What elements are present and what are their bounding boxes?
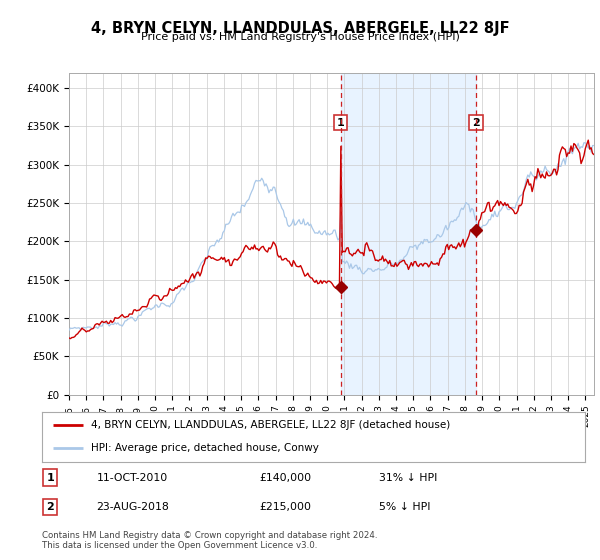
Text: 1: 1	[337, 118, 344, 128]
Text: 2: 2	[472, 118, 480, 128]
Text: 31% ↓ HPI: 31% ↓ HPI	[379, 473, 437, 483]
Text: 1: 1	[46, 473, 54, 483]
Text: HPI: Average price, detached house, Conwy: HPI: Average price, detached house, Conw…	[91, 444, 319, 454]
Text: £140,000: £140,000	[259, 473, 311, 483]
Text: 4, BRYN CELYN, LLANDDULAS, ABERGELE, LL22 8JF (detached house): 4, BRYN CELYN, LLANDDULAS, ABERGELE, LL2…	[91, 420, 450, 430]
Text: 11-OCT-2010: 11-OCT-2010	[97, 473, 167, 483]
Text: This data is licensed under the Open Government Licence v3.0.: This data is licensed under the Open Gov…	[42, 541, 317, 550]
Text: Contains HM Land Registry data © Crown copyright and database right 2024.: Contains HM Land Registry data © Crown c…	[42, 531, 377, 540]
Text: 2: 2	[46, 502, 54, 512]
Text: Price paid vs. HM Land Registry's House Price Index (HPI): Price paid vs. HM Land Registry's House …	[140, 32, 460, 43]
Text: 4, BRYN CELYN, LLANDDULAS, ABERGELE, LL22 8JF: 4, BRYN CELYN, LLANDDULAS, ABERGELE, LL2…	[91, 21, 509, 36]
Bar	[341, 73, 476, 395]
Text: 5% ↓ HPI: 5% ↓ HPI	[379, 502, 430, 512]
Text: £215,000: £215,000	[259, 502, 311, 512]
Text: 23-AUG-2018: 23-AUG-2018	[97, 502, 169, 512]
